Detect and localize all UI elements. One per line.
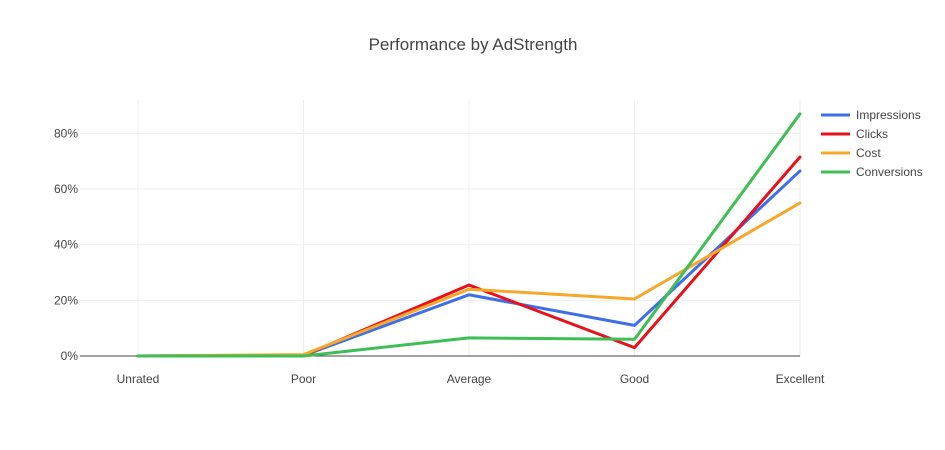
x-tick-label: Excellent bbox=[776, 372, 825, 386]
y-tick-label: 20% bbox=[54, 293, 78, 307]
y-tick-label: 0% bbox=[61, 349, 79, 363]
x-tick-label: Poor bbox=[291, 372, 316, 386]
gridlines bbox=[80, 100, 801, 356]
legend-label: Clicks bbox=[856, 127, 888, 141]
legend-item-impressions[interactable]: Impressions bbox=[821, 108, 921, 122]
x-tick-label: Good bbox=[620, 372, 649, 386]
legend-label: Cost bbox=[856, 146, 881, 160]
legend-item-clicks[interactable]: Clicks bbox=[821, 127, 888, 141]
y-tick-label: 80% bbox=[54, 126, 78, 140]
y-tick-label: 60% bbox=[54, 182, 78, 196]
x-tick-label: Unrated bbox=[117, 372, 160, 386]
chart-title: Performance by AdStrength bbox=[369, 35, 578, 54]
series-lines bbox=[136, 112, 802, 358]
x-tick-label: Average bbox=[447, 372, 492, 386]
legend[interactable]: Impressions Clicks Cost Conversions bbox=[821, 108, 923, 179]
legend-label: Impressions bbox=[856, 108, 921, 122]
y-axis-tick-labels: 0% 20% 40% 60% 80% bbox=[54, 126, 78, 363]
legend-item-cost[interactable]: Cost bbox=[821, 146, 881, 160]
legend-item-conversions[interactable]: Conversions bbox=[821, 165, 923, 179]
y-tick-label: 40% bbox=[54, 238, 78, 252]
legend-label: Conversions bbox=[856, 165, 923, 179]
x-axis-tick-labels: Unrated Poor Average Good Excellent bbox=[117, 372, 825, 386]
series-line-conversions bbox=[136, 112, 802, 358]
